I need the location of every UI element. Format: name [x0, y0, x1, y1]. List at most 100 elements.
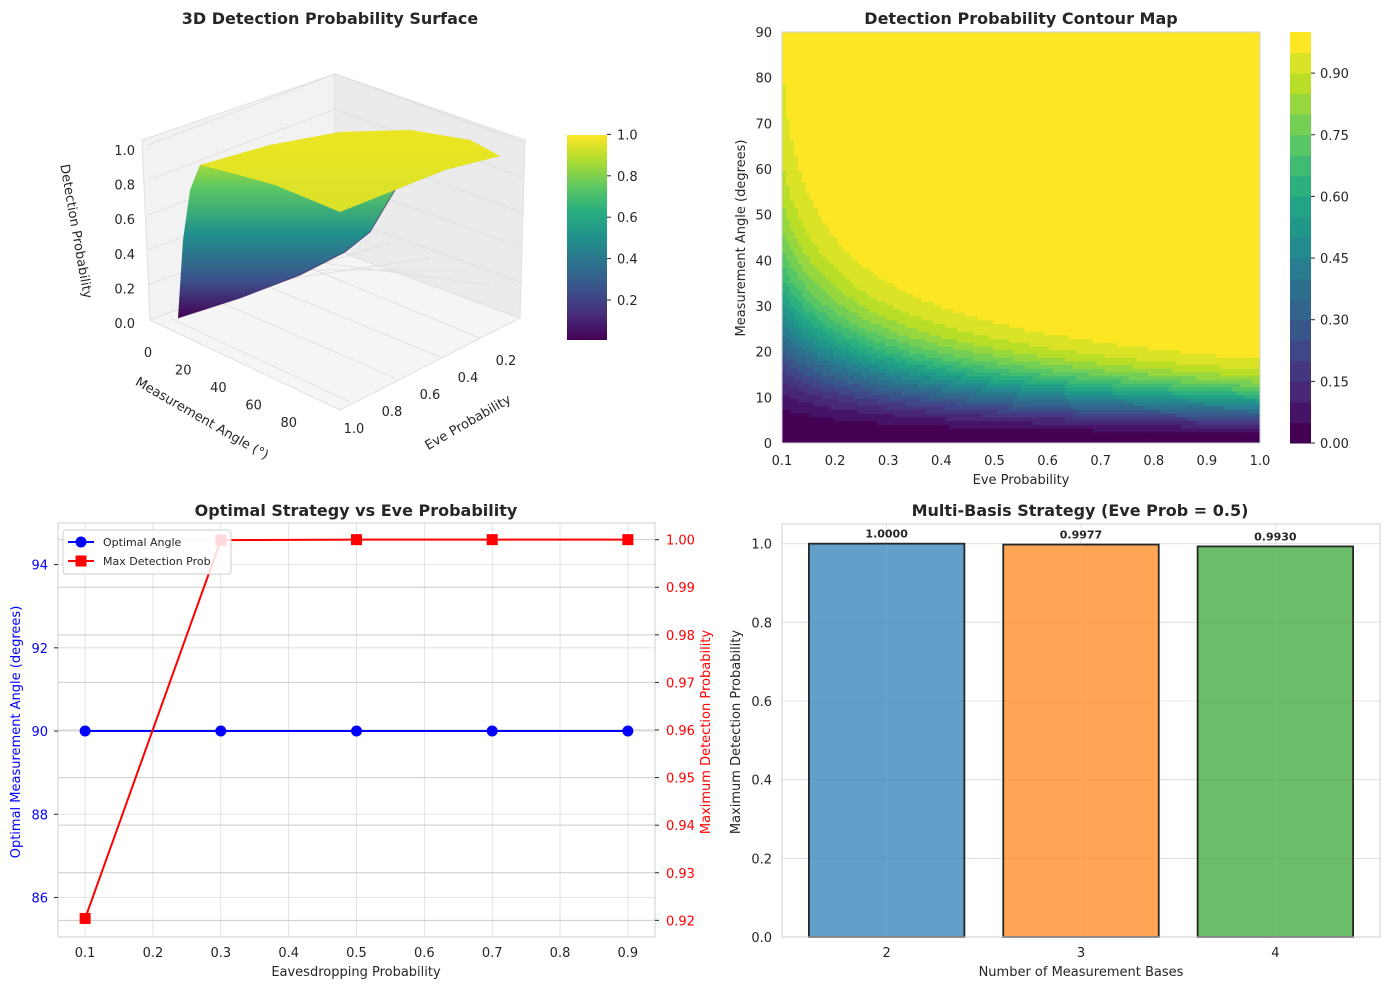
- contour-cell: [869, 256, 875, 261]
- contour-cell: [917, 271, 923, 276]
- contour-cell: [945, 43, 950, 48]
- contour-cell: [925, 345, 930, 351]
- contour-cell: [817, 73, 823, 78]
- contour-cell: [889, 353, 895, 358]
- contour-cell: [905, 398, 911, 403]
- contour-cell: [841, 76, 847, 82]
- contour-cell: [893, 121, 899, 127]
- contour-cell: [889, 50, 895, 56]
- contour-cell: [941, 200, 946, 205]
- contour-cell: [957, 267, 962, 272]
- contour-cell: [821, 435, 827, 440]
- contour-cell: [853, 155, 859, 160]
- contour-cell: [885, 192, 891, 197]
- contour-cell: [793, 416, 799, 422]
- contour-cell: [949, 368, 954, 373]
- contour-cell: [929, 364, 934, 369]
- contour-cell: [945, 173, 950, 179]
- contour-cell: [805, 114, 811, 119]
- contour-cell: [849, 226, 855, 231]
- contour-cell: [901, 357, 907, 362]
- contour-cell: [809, 330, 815, 336]
- contour-cell: [829, 159, 835, 164]
- contour-cell: [813, 308, 819, 313]
- contour-cell: [845, 200, 851, 205]
- contour-cell: [809, 394, 815, 399]
- contour-cell: [905, 192, 911, 197]
- contour-cell: [789, 166, 795, 171]
- contour-cell: [825, 173, 831, 179]
- contour-cell: [805, 357, 811, 362]
- contour-cell: [793, 304, 799, 310]
- contour-cell: [865, 327, 871, 332]
- contour-cell: [829, 244, 835, 250]
- contour-cell: [861, 88, 867, 93]
- contour-cell: [809, 405, 815, 410]
- contour-cell: [825, 147, 831, 153]
- contour-cell: [833, 338, 839, 343]
- contour-cell: [873, 159, 879, 164]
- contour-cell: [869, 177, 875, 183]
- contour-cell: [825, 297, 831, 302]
- contour-cell: [897, 222, 903, 227]
- contour-cell: [849, 129, 855, 134]
- contour-cell: [821, 263, 827, 268]
- contour-cell: [825, 435, 831, 440]
- contour-cell: [925, 188, 930, 194]
- contour-cell: [885, 114, 891, 119]
- contour-cell: [805, 222, 811, 227]
- contour-cell: [793, 222, 799, 227]
- contour-cell: [861, 84, 867, 89]
- contour-cell: [857, 76, 863, 82]
- contour-cell: [841, 237, 847, 242]
- contour-cell: [849, 69, 855, 74]
- contour-cell: [905, 46, 911, 52]
- contour-cell: [937, 226, 942, 231]
- contour-cell: [873, 99, 879, 104]
- contour-cell: [925, 207, 930, 212]
- contour-cell: [953, 413, 958, 418]
- contour-cell: [837, 248, 843, 254]
- contour-cell: [937, 43, 942, 48]
- contour-cell: [949, 301, 954, 306]
- contour-cell: [829, 181, 835, 186]
- contour-cell: [909, 357, 915, 362]
- contour-cell: [845, 334, 851, 339]
- contour-cell: [889, 117, 895, 123]
- contour-cell: [877, 315, 883, 321]
- contour-cell: [885, 439, 891, 443]
- contour-cell: [833, 188, 839, 194]
- contour-cell: [801, 162, 807, 168]
- contour-cell: [897, 117, 903, 123]
- contour-cell: [881, 230, 887, 235]
- contour-cell: [793, 117, 799, 123]
- contour-cell: [837, 218, 843, 224]
- contour-cell: [782, 65, 787, 70]
- contour-cell: [829, 390, 835, 396]
- contour-cell: [813, 200, 819, 205]
- contour-cell: [957, 177, 962, 183]
- contour-cell: [881, 435, 887, 440]
- contour-cell: [793, 327, 799, 332]
- contour-cell: [953, 372, 958, 377]
- contour-cell: [857, 413, 863, 418]
- contour-cell: [845, 401, 851, 407]
- contour-cell: [797, 185, 803, 190]
- contour-cell: [849, 379, 855, 384]
- contour-cell: [941, 334, 946, 339]
- contour-cell: [941, 360, 946, 366]
- surface-ztick: 0.0: [114, 317, 135, 332]
- contour-cell: [833, 259, 839, 265]
- contour-cell: [813, 345, 819, 351]
- contour-cell: [913, 99, 919, 104]
- contour-cell: [885, 203, 891, 209]
- contour-cell: [925, 439, 930, 443]
- contour-cell: [801, 226, 807, 231]
- contour-cell: [881, 304, 887, 310]
- contour-cell: [929, 416, 934, 422]
- contour-cell: [821, 192, 827, 197]
- contour-cell: [941, 110, 946, 115]
- contour-cell: [869, 215, 875, 220]
- contour-cell: [829, 383, 835, 388]
- contour-cell: [957, 230, 962, 235]
